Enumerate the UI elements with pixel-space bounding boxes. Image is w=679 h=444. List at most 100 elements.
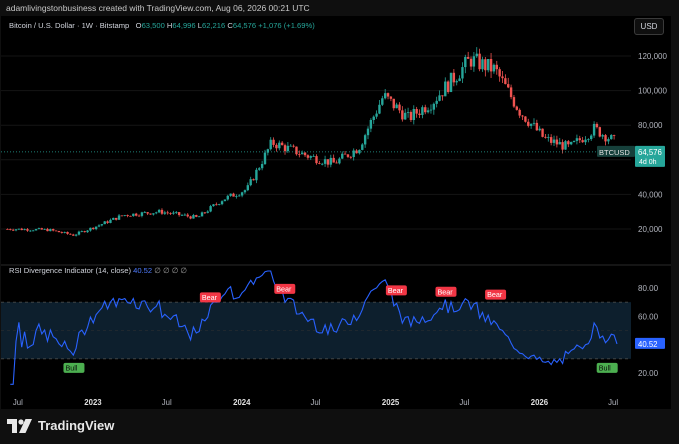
candle [361, 143, 364, 151]
candle-body [132, 213, 135, 217]
rsi-line [10, 270, 618, 385]
candle [11, 228, 15, 232]
candle-body [155, 212, 158, 214]
candle-body [461, 67, 464, 79]
candle [246, 182, 250, 192]
candle [386, 92, 390, 100]
chart-canvas[interactable]: 20,00040,00060,00080,000100,000120,00080… [1, 16, 671, 409]
candle [406, 107, 410, 118]
candle [590, 134, 593, 141]
candle [401, 106, 404, 122]
candle-body [69, 233, 72, 235]
candle [395, 102, 398, 109]
divergence-label-text: Bear [388, 286, 404, 295]
candle-body [449, 72, 453, 92]
candle-body [57, 230, 61, 233]
candle [57, 230, 61, 233]
candle-body [601, 135, 604, 137]
candle [306, 154, 310, 160]
candle-body [561, 142, 564, 150]
right-border [671, 16, 679, 409]
candle-body [203, 212, 207, 214]
candle [441, 95, 444, 101]
candle [538, 126, 541, 132]
candle-body [521, 115, 524, 117]
divergence-label-text: Bear [487, 290, 503, 299]
candle-body [404, 112, 407, 120]
candle-body [11, 229, 15, 231]
candle-body [595, 123, 599, 128]
candle [343, 151, 347, 155]
price-axis-label: 100,000 [638, 87, 667, 96]
candle [120, 215, 124, 217]
price-tag-price: 64,576 [638, 148, 662, 157]
candle-body [249, 179, 252, 186]
candle [612, 134, 616, 140]
candle [429, 104, 433, 114]
candle [426, 107, 430, 114]
candle [20, 227, 23, 231]
candle-body [300, 152, 304, 155]
candle [352, 148, 355, 161]
chart-area[interactable]: 20,00040,00060,00080,000100,000120,00080… [1, 16, 671, 409]
candle-body [63, 231, 66, 233]
candle-body [512, 97, 516, 107]
divergence-label-text: Bear [276, 284, 292, 293]
candle-body [381, 98, 384, 105]
time-axis-label: Jul [311, 398, 321, 407]
candle [509, 84, 513, 100]
candle [63, 231, 66, 234]
currency-button[interactable]: USD [634, 18, 664, 35]
candle [89, 227, 92, 232]
credit-text: adamlivingstonbusiness created with Trad… [6, 3, 310, 13]
candle [515, 105, 519, 111]
rsi-tag-box [635, 337, 665, 349]
candle-body [341, 153, 344, 159]
candle-body [478, 53, 481, 70]
top-bar: adamlivingstonbusiness created with Trad… [0, 0, 679, 16]
candle [37, 227, 41, 230]
rsi-name[interactable]: RSI Divergence Indicator (14, close) [9, 266, 131, 275]
candle [123, 214, 126, 217]
candle [564, 140, 567, 150]
rsi-axis-label: 80.00 [638, 284, 659, 293]
candle [607, 137, 610, 145]
candle-body [223, 199, 227, 202]
candle-body [243, 190, 247, 193]
candle-body [612, 135, 616, 136]
candle [303, 152, 307, 158]
divergence-label-text: Bear [437, 287, 453, 296]
candle-body [303, 152, 307, 156]
candle-body [292, 145, 295, 147]
tradingview-logo-text: TradingView [38, 418, 115, 433]
candle-body [229, 193, 232, 196]
symbol-name[interactable]: Bitcoin / U.S. Dollar · 1W · Bitstamp [9, 21, 130, 30]
bear-label [435, 286, 457, 297]
candle [80, 230, 84, 233]
candle-body [524, 116, 527, 122]
candle [552, 135, 556, 146]
candle-body [406, 111, 410, 113]
candle-body [286, 145, 290, 152]
candle [312, 154, 315, 157]
candle-body [186, 214, 189, 217]
tradingview-logo[interactable]: TradingView [7, 418, 114, 433]
candle-body [266, 149, 270, 153]
divergence-label-box [199, 292, 221, 303]
candle-body [532, 122, 536, 124]
candle [518, 108, 521, 119]
candle-body [421, 107, 424, 115]
divergence-label-box [274, 283, 296, 294]
high-value: 64,996 [172, 21, 196, 30]
candle [484, 57, 487, 77]
candle-body [106, 221, 109, 223]
candle-body [269, 139, 272, 150]
candle [558, 137, 561, 145]
candle-body [126, 215, 129, 216]
candle [269, 137, 272, 151]
candle-body [424, 107, 427, 113]
candle [318, 160, 321, 165]
time-axis-label: Jul [162, 398, 172, 407]
candle [126, 214, 129, 218]
candle-body [547, 137, 550, 138]
